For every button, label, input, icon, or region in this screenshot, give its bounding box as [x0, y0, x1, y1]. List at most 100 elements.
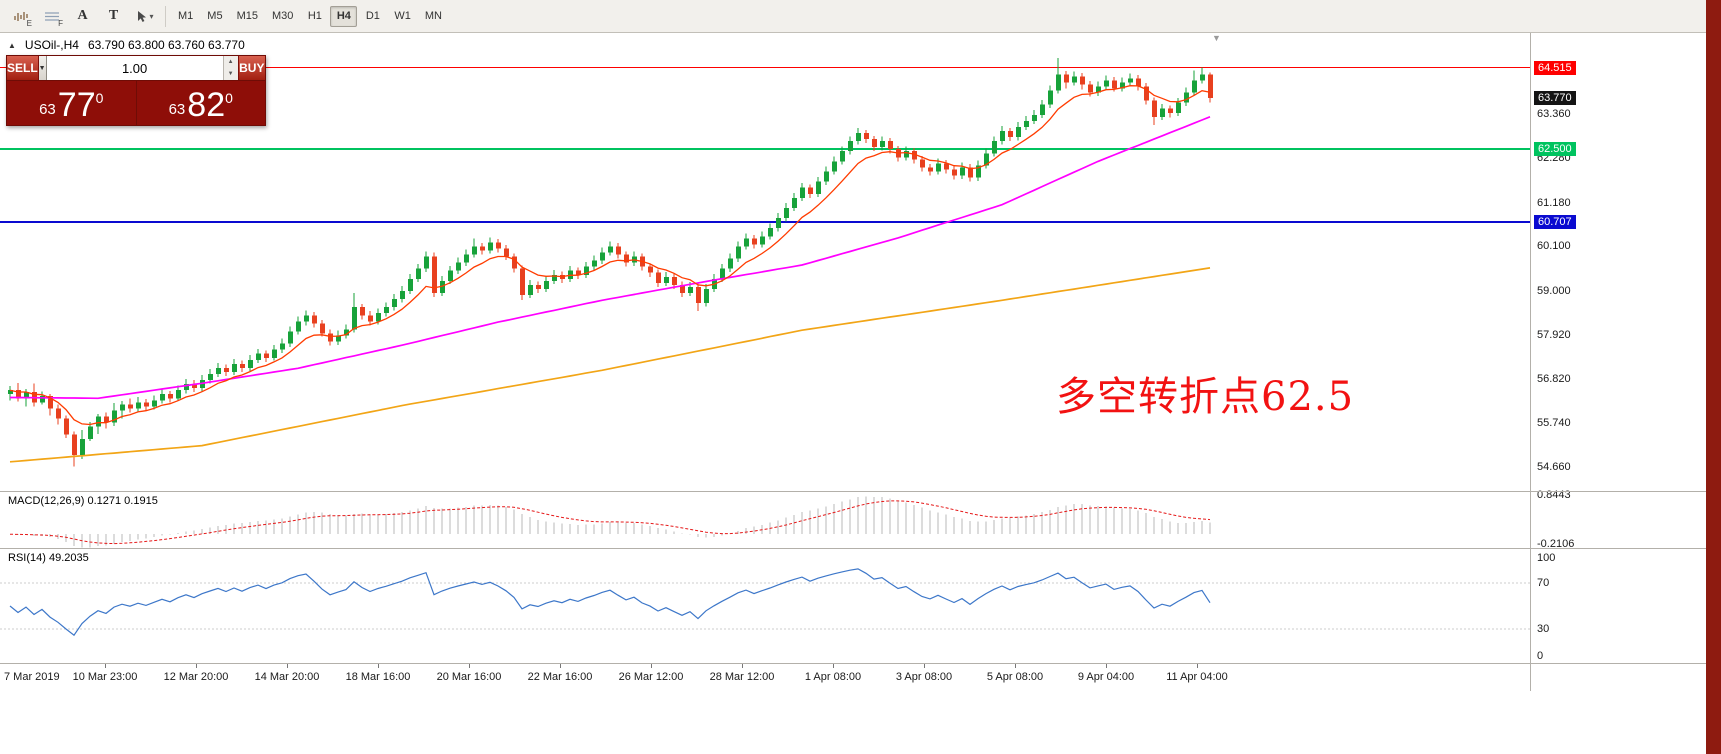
slow-ma-line	[9, 267, 1211, 463]
buy-price-display[interactable]: 63 82 0	[137, 81, 266, 125]
price-axis-separator	[1530, 33, 1531, 691]
rsi-axis-label: 100	[1537, 552, 1556, 564]
time-label: 18 Mar 16:00	[345, 671, 411, 683]
time-label: 20 Mar 16:00	[436, 671, 502, 683]
rsi-axis-label: 70	[1537, 577, 1550, 590]
buy-price-pips: 82	[187, 86, 226, 125]
timeframe-h1[interactable]: H1	[307, 10, 322, 22]
chart-e-tool[interactable]: E	[6, 4, 35, 29]
time-tick	[196, 664, 197, 668]
price-tag-64.515: 64.515	[1534, 60, 1576, 75]
timeframe-h4[interactable]: H4	[330, 5, 358, 27]
tool-group: E F A T ▾	[6, 4, 159, 29]
main-chart-canvas[interactable]	[0, 33, 1530, 491]
label-tool-a[interactable]: A	[68, 4, 97, 29]
mid-ma-line	[10, 116, 1211, 400]
volume-decrease-button[interactable]: ▼	[223, 68, 238, 80]
chart-ohlc-values: 63.790 63.800 63.760 63.770	[87, 38, 245, 52]
toolbar: E F A T ▾ M1 M5 M15 M30 H1 H4 D1 W1 MN	[0, 0, 1721, 33]
sell-price-display[interactable]: 63 77 0	[7, 81, 136, 125]
time-axis[interactable]: 7 Mar 2019 10 Mar 23:00 12 Mar 20:00 14 Mar…	[0, 664, 1530, 692]
time-tick	[378, 664, 379, 668]
volume-stepper: ▲ ▼	[222, 56, 238, 80]
chart-symbol-period: USOil-,H4	[24, 38, 79, 52]
chart-e-tool-sub-label: E	[26, 18, 32, 28]
timeframe-m5[interactable]: M5	[207, 10, 223, 22]
timeframe-m15[interactable]: M15	[236, 10, 258, 22]
time-label: 7 Mar 2019	[4, 671, 60, 683]
text-tool-t[interactable]: T	[99, 4, 128, 29]
time-tick	[1015, 664, 1016, 668]
one-click-trade-panel: SELL ▼ ▲ ▼ BUY 63 77 0 63 82 0	[6, 55, 266, 126]
price-axis-label: 54.660	[1537, 460, 1571, 473]
timeframe-mn[interactable]: MN	[424, 10, 442, 22]
time-axis-separator	[0, 663, 1706, 664]
macd-panel-canvas[interactable]	[0, 492, 1530, 548]
timeframe-w1[interactable]: W1	[394, 10, 411, 22]
volume-input[interactable]	[46, 56, 223, 80]
rsi-panel-separator[interactable]	[0, 548, 1706, 549]
time-label: 26 Mar 12:00	[618, 671, 684, 683]
sell-price-pips: 77	[57, 86, 96, 125]
timeframe-m1[interactable]: M1	[178, 10, 194, 22]
timeframe-d1[interactable]: D1	[365, 10, 380, 22]
dropdown-caret-icon: ▾	[149, 11, 154, 21]
time-label: 14 Mar 20:00	[254, 671, 320, 683]
collapse-trade-panel-icon[interactable]: ▲	[8, 40, 16, 50]
time-tick	[1106, 664, 1107, 668]
toolbar-separator	[165, 5, 166, 27]
time-tick	[833, 664, 834, 668]
time-tick	[287, 664, 288, 668]
macd-panel-separator[interactable]	[0, 491, 1706, 492]
sell-button[interactable]: SELL	[7, 56, 38, 80]
time-label: 9 Apr 04:00	[1077, 671, 1135, 683]
volume-field: ▲ ▼	[46, 56, 239, 80]
price-axis[interactable]: 63.360 62.280 61.180 60.100 59.000 57.920 56.8…	[1531, 0, 1705, 754]
candles-layer	[8, 58, 1213, 467]
chart-header: ▲ USOil-,H4 63.790 63.800 63.760 63.770	[8, 38, 245, 52]
time-tick	[105, 664, 106, 668]
macd-histogram	[17, 496, 1211, 548]
cursor-dropdown-tool[interactable]: ▾	[130, 4, 159, 29]
chart-shift-marker[interactable]: ▼	[1212, 33, 1221, 43]
chart-f-tool[interactable]: F	[37, 4, 66, 29]
time-tick	[651, 664, 652, 668]
price-axis-label: 63.360	[1537, 108, 1571, 121]
timeframe-group: M1 M5 M15 M30 H1 H4 D1 W1 MN	[172, 5, 448, 27]
text-tool-t-label: T	[108, 8, 119, 23]
volume-dropdown-icon[interactable]: ▼	[37, 56, 47, 80]
sell-price-sup: 0	[95, 90, 104, 106]
chart-f-tool-sub-label: F	[58, 18, 63, 28]
volume-increase-button[interactable]: ▲	[223, 56, 238, 68]
time-label: 1 Apr 08:00	[804, 671, 862, 683]
macd-signal-line	[9, 500, 1211, 545]
price-axis-label: 59.000	[1537, 284, 1571, 297]
price-tag-62.500: 62.500	[1534, 142, 1576, 157]
label-tool-a-label: A	[77, 8, 88, 23]
buy-button[interactable]: BUY	[238, 56, 265, 80]
time-label: 28 Mar 12:00	[709, 671, 775, 683]
price-tag-63.770: 63.770	[1534, 90, 1576, 105]
macd-label: MACD(12,26,9) 0.1271 0.1915	[8, 495, 158, 507]
buy-price-sup: 0	[225, 90, 233, 106]
time-tick	[924, 664, 925, 668]
rsi-panel-canvas[interactable]	[0, 549, 1530, 663]
time-label: 3 Apr 08:00	[895, 671, 953, 683]
price-tag-60.707: 60.707	[1534, 214, 1576, 229]
rsi-axis-label: 0	[1537, 650, 1544, 662]
rsi-axis-label: 30	[1537, 622, 1550, 635]
time-tick	[469, 664, 470, 668]
rsi-label: RSI(14) 49.2035	[8, 552, 89, 564]
macd-axis-label: 0.8443	[1537, 489, 1571, 502]
price-axis-label: 55.740	[1537, 416, 1571, 429]
right-edge-bar	[1706, 0, 1721, 754]
time-label: 10 Mar 23:00	[72, 671, 138, 683]
timeframe-m30[interactable]: M30	[271, 10, 294, 22]
time-label: 5 Apr 08:00	[986, 671, 1044, 683]
fast-ma-line	[9, 85, 1211, 426]
time-tick	[742, 664, 743, 668]
buy-price-main: 63	[168, 101, 186, 118]
rsi-line	[9, 568, 1211, 637]
price-axis-label: 60.100	[1537, 240, 1571, 253]
